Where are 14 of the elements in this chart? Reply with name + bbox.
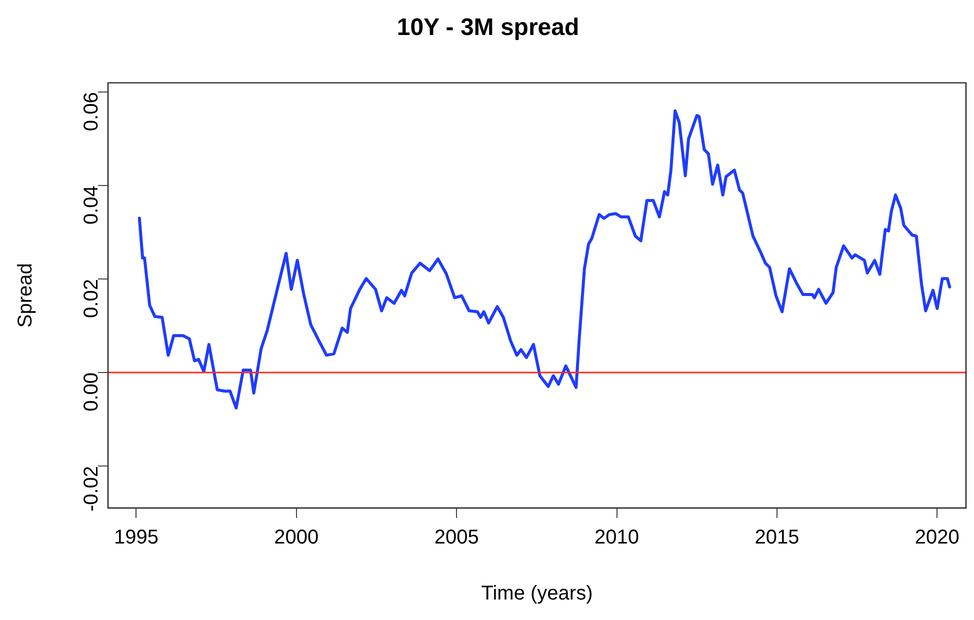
x-tick-label: 1995 xyxy=(114,526,158,549)
chart-title: 10Y - 3M spread xyxy=(396,14,580,42)
x-tick-label: 2000 xyxy=(274,526,319,549)
y-axis-title: Spread xyxy=(14,263,37,328)
x-tick-label: 2005 xyxy=(434,526,479,549)
x-axis-title: Time (years) xyxy=(481,582,593,605)
y-tick-label: 0.06 xyxy=(80,92,103,132)
y-tick-label: 0.02 xyxy=(80,279,103,318)
y-tick-label: 0.00 xyxy=(80,372,103,412)
y-tick-label: 0.04 xyxy=(80,186,103,225)
x-tick-label: 2015 xyxy=(754,526,800,549)
x-tick-label: 2020 xyxy=(914,526,960,549)
y-tick-label: -0.02 xyxy=(80,466,103,512)
x-tick-label: 2010 xyxy=(594,526,640,549)
